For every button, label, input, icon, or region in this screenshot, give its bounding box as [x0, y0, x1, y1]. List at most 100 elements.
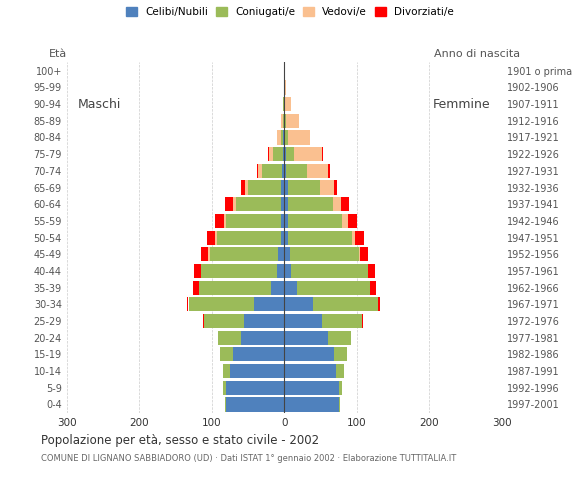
Bar — [283, 147, 284, 161]
Bar — [269, 147, 273, 161]
Bar — [360, 247, 368, 262]
Bar — [209, 247, 278, 262]
Bar — [284, 381, 339, 395]
Legend: Celibi/Nubili, Coniugati/e, Vedovi/e, Divorziati/e: Celibi/Nubili, Coniugati/e, Vedovi/e, Di… — [124, 5, 456, 19]
Bar — [281, 131, 284, 144]
Bar — [226, 214, 281, 228]
Bar — [294, 147, 322, 161]
Bar — [284, 281, 297, 295]
Bar — [218, 331, 241, 345]
Bar — [288, 230, 351, 245]
Bar — [217, 230, 281, 245]
Bar — [320, 180, 334, 194]
Bar — [288, 131, 310, 144]
Bar — [339, 381, 342, 395]
Bar — [334, 348, 347, 361]
Bar — [233, 197, 235, 211]
Bar — [256, 164, 258, 178]
Bar — [284, 214, 288, 228]
Bar — [284, 297, 313, 312]
Text: COMUNE DI LIGNANO SABBIADORO (UD) · Dati ISTAT 1° gennaio 2002 · Elaborazione TU: COMUNE DI LIGNANO SABBIADORO (UD) · Dati… — [41, 454, 456, 463]
Bar — [220, 348, 233, 361]
Bar — [194, 264, 201, 278]
Bar — [215, 230, 217, 245]
Bar — [287, 164, 307, 178]
Bar — [285, 97, 291, 111]
Bar — [368, 264, 375, 278]
Bar — [284, 64, 285, 78]
Text: Popolazione per età, sesso e stato civile - 2002: Popolazione per età, sesso e stato civil… — [41, 434, 319, 447]
Bar — [288, 214, 342, 228]
Bar — [284, 348, 334, 361]
Bar — [284, 80, 285, 95]
Bar — [291, 264, 368, 278]
Bar — [284, 247, 290, 262]
Bar — [223, 381, 226, 395]
Bar — [284, 397, 339, 411]
Bar — [226, 381, 284, 395]
Bar — [333, 197, 342, 211]
Bar — [284, 180, 288, 194]
Bar — [225, 397, 226, 411]
Bar — [285, 147, 294, 161]
Bar — [285, 131, 288, 144]
Bar — [322, 314, 362, 328]
Bar — [297, 281, 370, 295]
Bar — [284, 97, 285, 111]
Bar — [339, 397, 340, 411]
Bar — [288, 197, 333, 211]
Bar — [207, 230, 215, 245]
Bar — [277, 131, 281, 144]
Bar — [188, 297, 254, 312]
Bar — [235, 197, 281, 211]
Bar — [359, 247, 360, 262]
Bar — [322, 147, 323, 161]
Bar — [224, 214, 226, 228]
Bar — [277, 264, 284, 278]
Bar — [284, 164, 287, 178]
Bar — [288, 180, 320, 194]
Bar — [328, 331, 351, 345]
Bar — [284, 264, 291, 278]
Bar — [282, 164, 284, 178]
Bar — [284, 147, 285, 161]
Bar — [226, 197, 233, 211]
Bar — [248, 180, 281, 194]
Bar — [362, 314, 363, 328]
Bar — [204, 314, 244, 328]
Bar — [203, 314, 204, 328]
Text: Anno di nascita: Anno di nascita — [434, 49, 520, 59]
Bar — [245, 180, 248, 194]
Bar — [282, 97, 284, 111]
Bar — [258, 164, 262, 178]
Bar — [198, 281, 271, 295]
Bar — [281, 230, 284, 245]
Bar — [285, 114, 299, 128]
Bar — [284, 314, 322, 328]
Bar — [284, 331, 328, 345]
Bar — [187, 297, 188, 312]
Bar — [342, 214, 348, 228]
Bar — [215, 214, 224, 228]
Bar — [284, 114, 285, 128]
Bar — [281, 197, 284, 211]
Bar — [284, 197, 288, 211]
Bar — [351, 230, 355, 245]
Bar — [284, 230, 288, 245]
Text: Femmine: Femmine — [433, 97, 491, 110]
Bar — [281, 214, 284, 228]
Bar — [278, 247, 284, 262]
Bar — [226, 397, 284, 411]
Bar — [262, 164, 282, 178]
Bar — [284, 364, 336, 378]
Bar — [281, 114, 283, 128]
Bar — [208, 247, 209, 262]
Bar — [201, 264, 277, 278]
Bar — [241, 331, 284, 345]
Bar — [284, 131, 285, 144]
Bar — [193, 281, 198, 295]
Bar — [342, 197, 349, 211]
Bar — [348, 214, 357, 228]
Bar — [273, 147, 283, 161]
Bar — [271, 281, 284, 295]
